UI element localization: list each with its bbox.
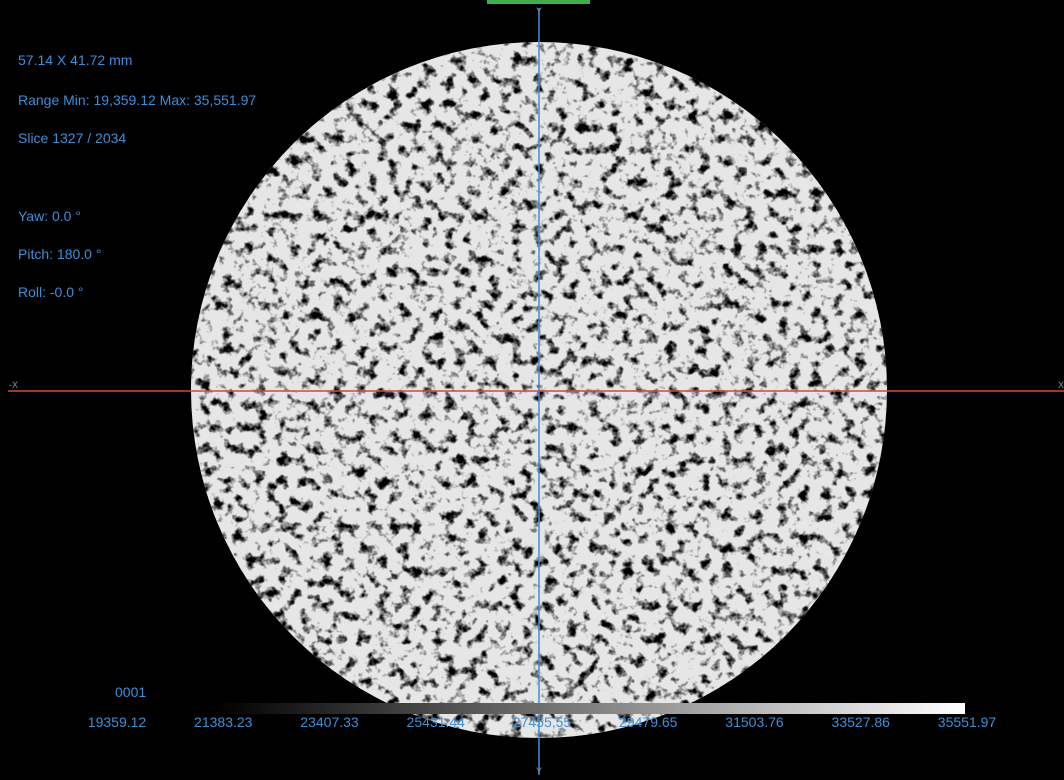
colorbar-label: 25431.44 (407, 714, 465, 730)
colorbar-index: 0001 (115, 684, 146, 700)
colorbar-label: 31503.76 (725, 714, 783, 730)
top-indicator (487, 0, 590, 4)
colorbar-label: 29479.65 (619, 714, 677, 730)
colorbar-label: 27455.55 (513, 714, 571, 730)
viewport (0, 0, 1064, 780)
colorbar (215, 703, 965, 714)
axis-label: Y (536, 6, 542, 16)
slice-viewer: 57.14 X 41.72 mm Range Min: 19,359.12 Ma… (0, 0, 1064, 780)
pitch: Pitch: 180.0 ° (18, 246, 101, 262)
roll: Roll: -0.0 ° (18, 284, 84, 300)
slice: Slice 1327 / 2034 (18, 130, 126, 146)
colorbar-label: 19359.12 (88, 714, 146, 730)
colorbar-label: 35551.97 (938, 714, 996, 730)
colorbar-label: 23407.33 (300, 714, 358, 730)
colorbar-label: 21383.23 (194, 714, 252, 730)
axis-label: -X (9, 380, 18, 390)
yaw: Yaw: 0.0 ° (18, 208, 81, 224)
axis-label: X (1058, 380, 1064, 390)
colorbar-label: 33527.86 (832, 714, 890, 730)
dimensions: 57.14 X 41.72 mm (18, 52, 132, 68)
range: Range Min: 19,359.12 Max: 35,551.97 (18, 92, 256, 108)
axis-label: Y (536, 766, 542, 776)
